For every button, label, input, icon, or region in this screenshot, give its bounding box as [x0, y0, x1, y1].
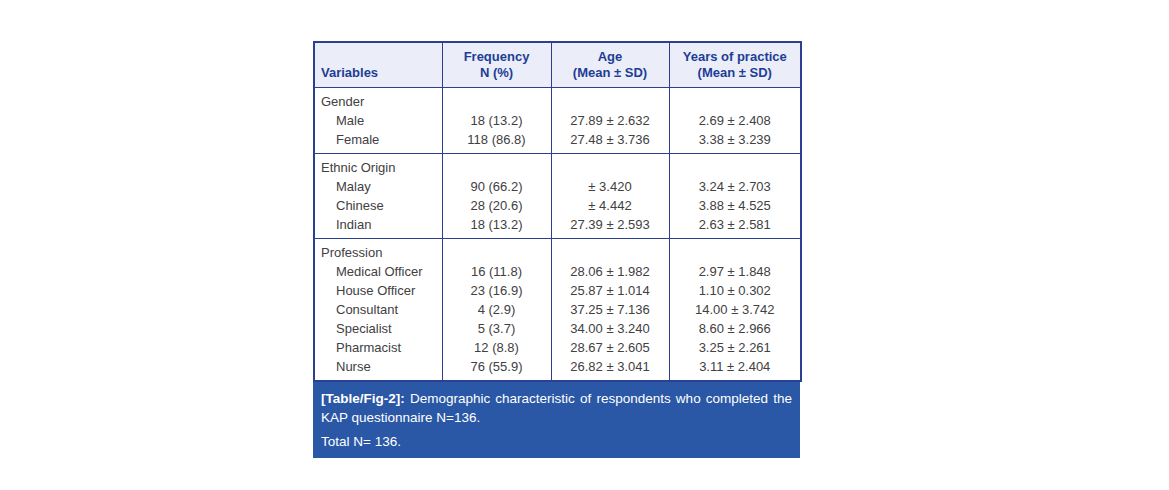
table-caption: [Table/Fig-2]: Demographic characteristi… — [313, 382, 800, 458]
header-row: Variables Frequency N (%) Age (Mean ± SD… — [314, 42, 801, 88]
column-header-subtitle: N (%) — [446, 65, 548, 81]
table-row: Consultant4 (2.9)37.25 ± 7.13614.00 ± 3.… — [314, 300, 801, 319]
age-cell: 37.25 ± 7.136 — [551, 300, 669, 319]
frequency-cell: 28 (20.6) — [442, 196, 551, 215]
caption-line: [Table/Fig-2]: Demographic characteristi… — [321, 389, 792, 427]
variable-cell: Indian — [314, 215, 442, 239]
frequency-cell: 5 (3.7) — [442, 319, 551, 338]
years-cell: 2.97 ± 1.848 — [669, 262, 801, 281]
age-cell: 28.06 ± 1.982 — [551, 262, 669, 281]
variable-cell: Male — [314, 111, 442, 130]
empty-cell — [669, 154, 801, 178]
variable-cell: House Officer — [314, 281, 442, 300]
table-body: GenderMale18 (13.2)27.89 ± 2.6322.69 ± 2… — [314, 88, 801, 382]
caption-note: Total N= 136. — [321, 433, 792, 450]
frequency-cell: 90 (66.2) — [442, 177, 551, 196]
table-row: Malay90 (66.2)± 3.4203.24 ± 2.703 — [314, 177, 801, 196]
caption-tag: [Table/Fig-2]: — [321, 391, 405, 406]
years-cell: 3.38 ± 3.239 — [669, 130, 801, 154]
empty-cell — [669, 88, 801, 112]
age-cell: ± 3.420 — [551, 177, 669, 196]
column-header-frequency: Frequency N (%) — [442, 42, 551, 88]
table-row: Nurse76 (55.9)26.82 ± 3.0413.11 ± 2.404 — [314, 357, 801, 381]
empty-cell — [442, 154, 551, 178]
variable-cell: Female — [314, 130, 442, 154]
frequency-cell: 118 (86.8) — [442, 130, 551, 154]
column-header-variables: Variables — [314, 42, 442, 88]
age-cell: 27.89 ± 2.632 — [551, 111, 669, 130]
empty-cell — [669, 239, 801, 263]
column-header-subtitle: (Mean ± SD) — [555, 65, 666, 81]
years-cell: 14.00 ± 3.742 — [669, 300, 801, 319]
demographics-table: Variables Frequency N (%) Age (Mean ± SD… — [313, 41, 802, 382]
frequency-cell: 18 (13.2) — [442, 215, 551, 239]
frequency-cell: 76 (55.9) — [442, 357, 551, 381]
column-header-title: Frequency — [446, 49, 548, 65]
variable-cell: Malay — [314, 177, 442, 196]
section-label-row: Ethnic Origin — [314, 154, 801, 178]
age-cell: ± 4.442 — [551, 196, 669, 215]
age-cell: 27.39 ± 2.593 — [551, 215, 669, 239]
variable-cell: Pharmacist — [314, 338, 442, 357]
variable-cell: Consultant — [314, 300, 442, 319]
page: Variables Frequency N (%) Age (Mean ± SD… — [0, 0, 1169, 490]
table-row: Chinese28 (20.6)± 4.4423.88 ± 4.525 — [314, 196, 801, 215]
frequency-cell: 16 (11.8) — [442, 262, 551, 281]
table-header: Variables Frequency N (%) Age (Mean ± SD… — [314, 42, 801, 88]
section-label: Ethnic Origin — [314, 154, 442, 178]
table-row: Specialist5 (3.7)34.00 ± 3.2408.60 ± 2.9… — [314, 319, 801, 338]
table-row: House Officer23 (16.9)25.87 ± 1.0141.10 … — [314, 281, 801, 300]
years-cell: 1.10 ± 0.302 — [669, 281, 801, 300]
section-label-row: Profession — [314, 239, 801, 263]
years-cell: 3.25 ± 2.261 — [669, 338, 801, 357]
frequency-cell: 18 (13.2) — [442, 111, 551, 130]
variable-cell: Nurse — [314, 357, 442, 381]
age-cell: 27.48 ± 3.736 — [551, 130, 669, 154]
years-cell: 3.11 ± 2.404 — [669, 357, 801, 381]
frequency-cell: 4 (2.9) — [442, 300, 551, 319]
years-cell: 3.88 ± 4.525 — [669, 196, 801, 215]
years-cell: 2.69 ± 2.408 — [669, 111, 801, 130]
table-row: Pharmacist12 (8.8)28.67 ± 2.6053.25 ± 2.… — [314, 338, 801, 357]
age-cell: 28.67 ± 2.605 — [551, 338, 669, 357]
age-cell: 26.82 ± 3.041 — [551, 357, 669, 381]
variable-cell: Specialist — [314, 319, 442, 338]
table-row: Indian18 (13.2)27.39 ± 2.5932.63 ± 2.581 — [314, 215, 801, 239]
table-figure: Variables Frequency N (%) Age (Mean ± SD… — [313, 41, 800, 458]
years-cell: 3.24 ± 2.703 — [669, 177, 801, 196]
age-cell: 25.87 ± 1.014 — [551, 281, 669, 300]
column-header-years-of-practice: Years of practice (Mean ± SD) — [669, 42, 801, 88]
section-label: Profession — [314, 239, 442, 263]
years-cell: 8.60 ± 2.966 — [669, 319, 801, 338]
column-header-title: Age — [555, 49, 666, 65]
empty-cell — [551, 88, 669, 112]
section-label: Gender — [314, 88, 442, 112]
empty-cell — [551, 239, 669, 263]
column-header-title: Years of practice — [673, 49, 798, 65]
table-row: Male18 (13.2)27.89 ± 2.6322.69 ± 2.408 — [314, 111, 801, 130]
table-row: Female118 (86.8)27.48 ± 3.7363.38 ± 3.23… — [314, 130, 801, 154]
age-cell: 34.00 ± 3.240 — [551, 319, 669, 338]
empty-cell — [442, 88, 551, 112]
variable-cell: Medical Officer — [314, 262, 442, 281]
empty-cell — [442, 239, 551, 263]
frequency-cell: 23 (16.9) — [442, 281, 551, 300]
table-row: Medical Officer16 (11.8)28.06 ± 1.9822.9… — [314, 262, 801, 281]
variable-cell: Chinese — [314, 196, 442, 215]
column-header-age: Age (Mean ± SD) — [551, 42, 669, 88]
empty-cell — [551, 154, 669, 178]
section-label-row: Gender — [314, 88, 801, 112]
years-cell: 2.63 ± 2.581 — [669, 215, 801, 239]
column-header-subtitle: (Mean ± SD) — [673, 65, 798, 81]
frequency-cell: 12 (8.8) — [442, 338, 551, 357]
